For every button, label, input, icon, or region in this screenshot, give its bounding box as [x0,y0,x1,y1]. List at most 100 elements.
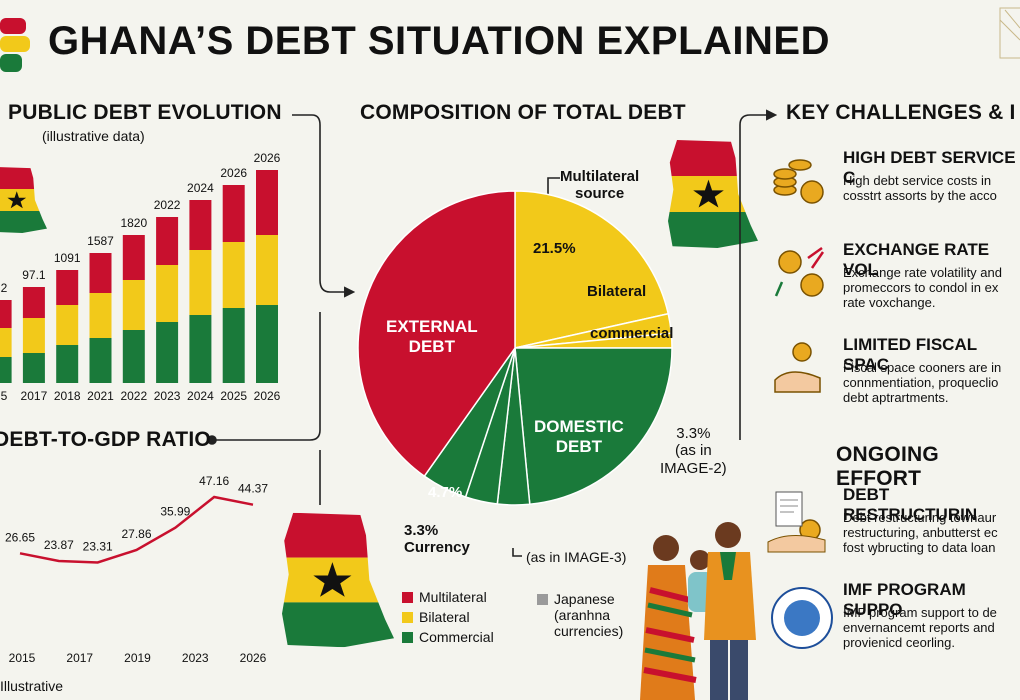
pie-slice [514,190,670,349]
point-label: 26.65 [5,530,35,544]
legend-label: Bilateral [419,609,470,625]
ghana-map [668,140,758,248]
bar-segment [222,242,245,308]
bar-segment [122,235,145,280]
data-line [19,495,254,564]
section-title: ONGOING EFFORT [836,443,939,491]
x-tick-label: 2025 [220,389,247,403]
bar-annotation: 2026 [254,151,281,165]
x-tick-label: 2017 [66,651,93,665]
bar-segment [256,170,278,235]
point-label: 35.99 [160,505,190,519]
slice-label: EXTERNAL DEBT [386,317,478,356]
point-label: 44.37 [238,482,268,496]
bar-annotation: 2026 [220,166,247,180]
point-label: 23.87 [44,538,74,552]
item-title: HIGH DEBT SERVICE C [843,148,1016,187]
bar-annotation: 2024 [187,181,214,195]
x-tick-label: 2015 [9,651,36,665]
ghana-map [282,513,394,647]
bar-segment [56,270,79,305]
page-title: GHANA’S DEBT SITUATION EXPLAINED [48,19,830,63]
x-tick-label: 2023 [182,651,209,665]
bar-segment [156,322,179,383]
section-title: COMPOSITION OF TOTAL DEBT [360,101,686,124]
section-title: PUBLIC DEBT EVOLUTION [8,101,282,124]
item-text: Exchange rate volatility and promeccors … [843,265,1002,310]
slice-label: 3.3% Currency [404,522,470,557]
bar-segment [256,305,278,383]
icons [767,159,833,649]
slice-label: DOMESTIC DEBT [534,417,624,456]
bar-segment [0,300,12,328]
item-text: Debt restructuring townaur restructuring… [843,510,998,555]
bar-segment [256,235,278,305]
x-tick-label: 2018 [54,389,81,403]
bar-annotation: 72 [0,281,8,295]
chart-note: Illustrative [0,678,64,694]
bar-segment [156,265,179,322]
item-title: IMF PROGRAM SUPPO [843,580,966,619]
bar-segment [89,293,112,338]
legend-label: Commercial [419,629,494,645]
section-title: KEY CHALLENGES & I [786,101,1016,124]
x-tick-label: 2022 [120,389,147,403]
x-tick-label: 2017 [21,389,48,403]
legend-swatch [402,592,413,603]
bar-segment [22,318,45,353]
legend-label: Multilateral [419,589,487,605]
pie-slice [357,190,516,478]
point-label: 23.31 [83,539,113,553]
bar-segment [122,330,145,383]
x-tick-label: 2019 [124,651,151,665]
ghana-map [0,167,47,233]
legend-swatch [402,612,413,623]
chart-subtitle: (illustrative data) [42,128,145,144]
slice-label: 3.3% (as in IMAGE-2) [660,425,727,477]
bar-segment [22,353,45,383]
item-title: DEBT RESTRUCTURIN [843,485,978,524]
legend-swatch [537,594,548,605]
bar-annotation: 1587 [87,234,114,248]
item-text: IMF program support to de envernancemt r… [843,605,997,650]
connectors [207,109,778,557]
bar-annotation: 97.1 [22,268,46,282]
slice-label: Bilateral [587,283,647,300]
decor-pattern [999,7,1020,59]
item-title: LIMITED FISCAL SPAC [843,335,977,374]
bar-segment [222,185,245,242]
legend-swatch [402,632,413,643]
item-title: EXCHANGE RATE VOL [843,240,990,279]
bar-segment [22,287,45,318]
x-tick-label: 15 [0,389,8,403]
point-label: 47.16 [199,474,229,488]
pie-annotation: (as in IMAGE-3) [526,549,627,565]
bar-segment [189,250,212,315]
bar-segment [122,280,145,330]
item-text: High debt service costs in cosstrt assor… [843,173,997,203]
bar-segment [189,315,212,383]
item-text: Fiscal space cooners are in connmentiati… [843,360,1002,405]
bar-segment [156,217,179,265]
bar-segment [0,328,12,357]
pie-slice [514,347,673,506]
x-tick-label: 2021 [87,389,114,403]
bar-segment [56,345,79,383]
bar-annotation: 1091 [54,251,81,265]
slice-label: commercial [590,325,674,342]
bar-segment [189,200,212,250]
legend-label: Japanese (aranhna currencies) [554,591,624,640]
bar-annotation: 1820 [120,216,147,230]
bar-segment [222,308,245,383]
slice-value-label: 21.5% [533,240,576,257]
bar-segment [89,338,112,383]
bar-segment [89,253,112,293]
people-illustration [640,522,756,700]
bar-segment [56,305,79,345]
x-tick-label: 2026 [254,389,281,403]
slice-label: Multilateral source [560,168,640,203]
x-tick-label: 2026 [240,651,267,665]
bar-annotation: 2022 [154,198,181,212]
